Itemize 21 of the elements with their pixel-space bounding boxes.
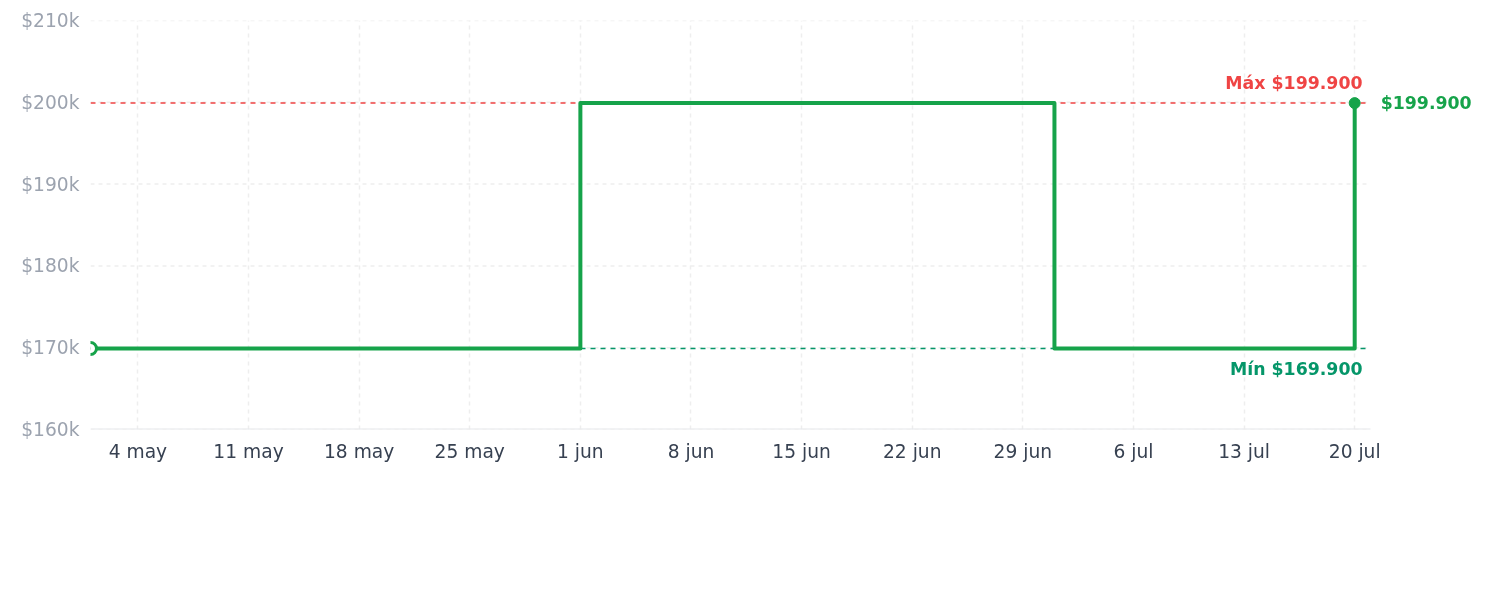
x-tick-label: 1 jun [557, 440, 604, 462]
x-tick-label: 11 may [213, 440, 284, 462]
x-tick-label: 13 jul [1218, 440, 1271, 462]
x-tick-label: 8 jun [667, 440, 715, 462]
ref-line-label: Máx $199.900 [1225, 73, 1363, 94]
y-tick-label: $210k [21, 10, 80, 31]
x-tick-label: 18 may [323, 440, 395, 462]
y-tick-label: $200k [21, 91, 80, 113]
ref-line-label: Mín $169.900 [1229, 358, 1363, 379]
y-tick-label: $180k [21, 255, 80, 277]
annotation: $199.900 [1380, 93, 1472, 114]
y-tick-label: $190k [21, 173, 80, 195]
x-tick-label: 20 jul [1328, 440, 1381, 462]
x-tick-label: 29 jun [993, 440, 1053, 462]
x-tick-label: 15 jun [772, 440, 831, 462]
y-tick-label: $160k [21, 419, 80, 440]
x-tick-label: 4 may [108, 440, 168, 462]
x-tick-label: 25 may [434, 440, 505, 462]
y-tick-label: $170k [21, 337, 80, 359]
x-tick-label: 6 jul [1113, 440, 1154, 462]
x-tick-label: 22 jun [882, 440, 942, 462]
